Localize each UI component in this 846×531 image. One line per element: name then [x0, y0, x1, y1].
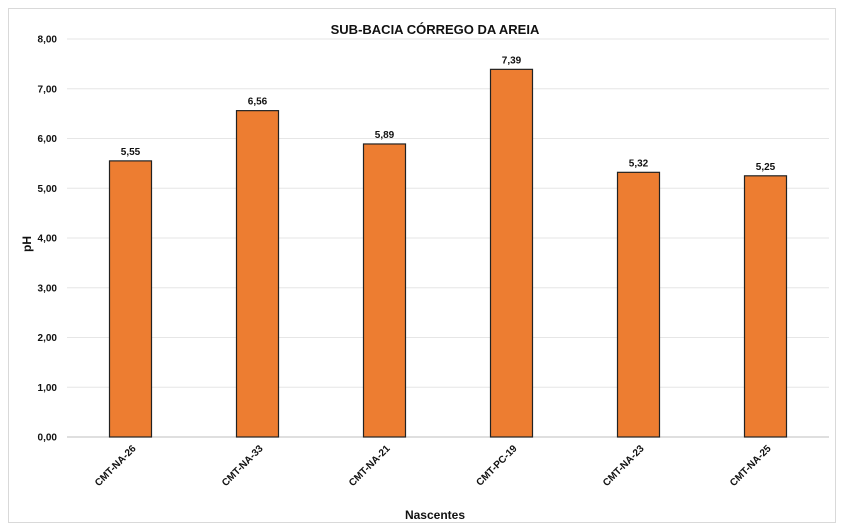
grid-lines	[67, 38, 829, 388]
x-tick-label: CMT-NA-25	[728, 443, 774, 489]
bar	[235, 110, 280, 438]
y-tick-label: 2,00	[38, 333, 58, 344]
bar	[108, 160, 153, 438]
x-tick-label: CMT-NA-33	[220, 443, 266, 489]
y-axis-label: pH	[20, 236, 34, 252]
bar	[743, 175, 788, 438]
bar	[489, 68, 534, 438]
y-tick-label: 1,00	[38, 383, 58, 394]
bar	[616, 171, 661, 438]
x-axis-ticks: CMT-NA-26 CMT-NA-33 CMT-NA-21 CMT-PC-19 CMT-…	[93, 443, 774, 489]
y-tick-label: 8,00	[38, 35, 58, 46]
y-tick-label: 3,00	[38, 283, 58, 294]
data-labels: 5,55 6,56 5,89 7,39 5,32 5,25	[121, 55, 776, 172]
y-tick-label: 6,00	[38, 134, 58, 145]
x-tick-label: CMT-NA-23	[601, 443, 647, 489]
x-tick-label: CMT-NA-26	[93, 443, 139, 489]
x-tick-label: CMT-PC-19	[475, 443, 520, 488]
bars	[108, 68, 788, 438]
data-label: 5,32	[629, 158, 649, 169]
x-axis-label: Nascentes	[405, 508, 465, 522]
data-label: 5,89	[375, 130, 395, 141]
y-tick-label: 0,00	[38, 433, 58, 444]
chart-title: SUB-BACIA CÓRREGO DA AREIA	[331, 22, 540, 37]
x-tick-label: CMT-NA-21	[347, 443, 393, 489]
y-tick-label: 4,00	[38, 234, 58, 245]
data-label: 7,39	[502, 55, 522, 66]
y-tick-label: 5,00	[38, 184, 58, 195]
bar-chart: SUB-BACIA CÓRREGO DA AREIA 0,00 1,00 2,00 3…	[20, 22, 829, 522]
data-label: 6,56	[248, 97, 268, 108]
bar	[362, 143, 407, 438]
data-label: 5,25	[756, 162, 776, 173]
data-label: 5,55	[121, 147, 141, 158]
y-tick-label: 7,00	[38, 84, 58, 95]
chart-frame: SUB-BACIA CÓRREGO DA AREIA 0,00 1,00 2,00 3…	[8, 8, 836, 523]
y-axis-ticks: 0,00 1,00 2,00 3,00 4,00 5,00 6,00 7,00 8,00	[38, 35, 58, 444]
